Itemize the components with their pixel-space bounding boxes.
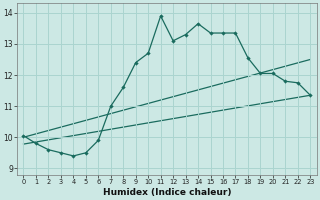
X-axis label: Humidex (Indice chaleur): Humidex (Indice chaleur) [103,188,231,197]
